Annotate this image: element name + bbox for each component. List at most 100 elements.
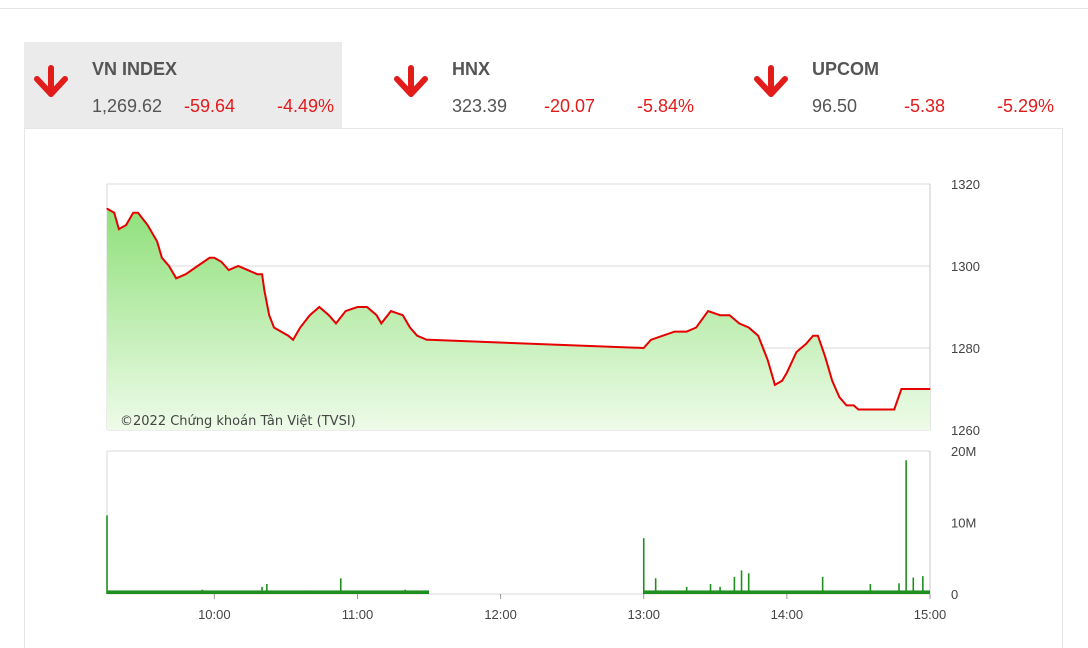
index-price: 1,269.62 bbox=[92, 96, 163, 116]
price-point bbox=[292, 339, 294, 341]
volume-bar bbox=[308, 590, 311, 594]
chart-watermark: ©2022 Chứng khoán Tân Việt (TVSI) bbox=[120, 414, 356, 429]
time-tick-label: 13:00 bbox=[627, 607, 660, 622]
volume-bar bbox=[821, 576, 824, 594]
price-point bbox=[261, 273, 263, 275]
price-point bbox=[137, 212, 139, 214]
price-point bbox=[366, 306, 368, 308]
volume-bar bbox=[719, 586, 721, 594]
price-point bbox=[106, 208, 108, 210]
price-point bbox=[309, 314, 311, 316]
price-point bbox=[376, 314, 378, 316]
time-tick-label: 11:00 bbox=[342, 607, 374, 622]
price-point bbox=[237, 265, 239, 267]
time-tick-label: 12:00 bbox=[484, 607, 517, 622]
time-tick-label: 15:00 bbox=[914, 607, 947, 622]
volume-bar bbox=[201, 589, 204, 594]
price-point bbox=[132, 212, 134, 214]
price-point bbox=[156, 240, 158, 242]
volume-bar bbox=[685, 586, 688, 594]
price-point bbox=[929, 388, 931, 390]
price-point bbox=[318, 306, 320, 308]
price-point bbox=[845, 404, 848, 406]
volume-bar bbox=[922, 576, 924, 594]
price-point bbox=[220, 261, 223, 263]
volume-bar bbox=[642, 538, 645, 594]
price-point bbox=[662, 335, 664, 337]
price-point bbox=[686, 331, 688, 333]
index-name: UPCOM bbox=[812, 59, 879, 79]
volume-bar bbox=[106, 515, 108, 594]
volume-tick-label: 20M bbox=[951, 444, 976, 459]
volume-bar bbox=[261, 586, 263, 594]
price-point bbox=[643, 347, 645, 349]
volume-bar-afternoon bbox=[643, 590, 930, 594]
price-point bbox=[428, 339, 430, 341]
volume-bar bbox=[869, 583, 872, 594]
price-tick-label: 1280 bbox=[951, 341, 980, 356]
price-point bbox=[767, 359, 769, 361]
price-point bbox=[125, 224, 127, 226]
price-tick-label: 1300 bbox=[951, 259, 980, 274]
index-name: HNX bbox=[452, 59, 491, 79]
index-name: VN INDEX bbox=[92, 59, 178, 79]
price-point bbox=[805, 343, 807, 345]
index-tab-hnx[interactable]: HNX 323.39 -20.07 -5.84% bbox=[384, 42, 702, 129]
price-point bbox=[831, 380, 833, 382]
volume-tick-label: 0 bbox=[951, 587, 958, 602]
price-point bbox=[113, 212, 115, 214]
index-change: -59.64 bbox=[184, 96, 236, 116]
price-point bbox=[409, 326, 411, 329]
volume-tick-label: 10M bbox=[951, 516, 976, 531]
price-point bbox=[380, 322, 382, 324]
index-price: 323.39 bbox=[452, 96, 508, 116]
price-axis: 1320 1300 1280 1260 bbox=[951, 177, 980, 438]
price-point bbox=[161, 257, 163, 259]
price-point bbox=[857, 408, 860, 411]
price-point bbox=[280, 331, 282, 333]
price-point bbox=[426, 339, 428, 341]
price-point bbox=[781, 380, 783, 382]
price-point bbox=[228, 269, 230, 271]
price-point bbox=[247, 269, 249, 271]
top-divider bbox=[0, 8, 1088, 9]
price-point bbox=[900, 388, 903, 390]
price-point bbox=[729, 314, 731, 316]
volume-bar bbox=[912, 577, 915, 594]
price-points bbox=[106, 208, 931, 411]
price-point bbox=[168, 265, 170, 267]
volume-bar bbox=[905, 460, 907, 594]
down-arrow-icon bbox=[34, 65, 68, 97]
price-point bbox=[650, 339, 652, 341]
price-point bbox=[719, 314, 721, 316]
price-point bbox=[175, 277, 177, 279]
price-point bbox=[748, 326, 750, 329]
price-tick-label: 1260 bbox=[951, 423, 980, 438]
price-point bbox=[273, 326, 275, 329]
price-point bbox=[335, 322, 337, 324]
intraday-chart: 1320 1300 1280 1260 20M 10M 0 10:00 11:00 12:00… bbox=[106, 177, 980, 622]
price-point bbox=[824, 355, 826, 357]
price-point bbox=[213, 257, 215, 259]
price-point bbox=[356, 306, 359, 308]
price-point bbox=[402, 314, 404, 316]
price-line-series bbox=[106, 207, 930, 411]
price-point bbox=[817, 335, 819, 337]
volume-bar bbox=[733, 576, 736, 594]
index-tab-upcom[interactable]: UPCOM 96.50 -5.38 -5.29% bbox=[744, 42, 1062, 129]
price-point bbox=[893, 408, 895, 411]
volume-bar bbox=[266, 583, 268, 594]
volume-bar bbox=[404, 589, 406, 594]
price-point bbox=[853, 404, 855, 406]
price-point bbox=[209, 257, 211, 259]
price-tick-label: 1320 bbox=[951, 177, 980, 192]
price-point bbox=[299, 326, 301, 329]
price-point bbox=[263, 290, 265, 292]
price-point bbox=[256, 273, 258, 275]
volume-bar-morning bbox=[107, 590, 430, 594]
index-tab-vnindex[interactable]: VN INDEX 1,269.62 -59.64 -4.49% bbox=[24, 42, 342, 129]
time-tick-label: 10:00 bbox=[198, 607, 231, 622]
price-point bbox=[774, 384, 776, 386]
index-change-percent: -5.84% bbox=[637, 96, 695, 116]
volume-axis: 20M 10M 0 bbox=[951, 444, 976, 602]
